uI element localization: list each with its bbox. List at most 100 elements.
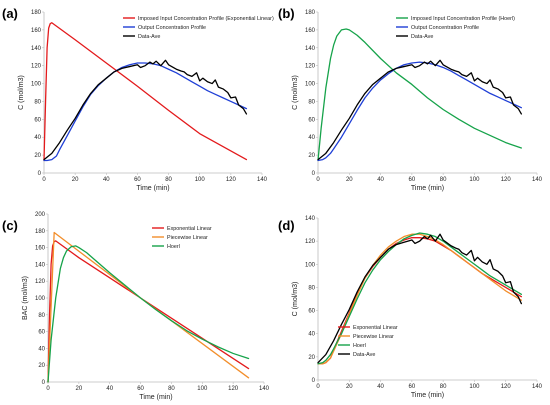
- x-tick-label: 80: [165, 177, 172, 183]
- x-tick-label: 40: [106, 386, 113, 392]
- legend-label: Piecewise Linear: [167, 235, 208, 241]
- y-tick-label: 0: [42, 380, 46, 386]
- y-tick-label: 80: [34, 99, 41, 105]
- series-line-data-ave: [317, 59, 523, 161]
- y-tick-label: 60: [308, 309, 315, 315]
- x-tick-label: 120: [501, 384, 512, 390]
- x-tick-label: 0: [46, 386, 50, 392]
- series-line-imposed-input-concentration-profile-exponential-linear: [43, 22, 248, 162]
- y-tick-label: 60: [38, 330, 45, 336]
- y-tick-label: 40: [308, 332, 315, 338]
- y-tick-label: 40: [38, 346, 45, 352]
- x-tick-label: 20: [346, 384, 353, 390]
- chart-panel-b: (b) 0 20 40 60 80 100 120 140 0 20 40 60 80 100 120 140 1…: [278, 6, 543, 192]
- y-tick-label: 200: [35, 212, 46, 218]
- legend-label: Exponential Linear: [353, 325, 398, 331]
- series-line-piecewise-linear: [47, 231, 250, 383]
- legend-label: Output Concentration Profile: [411, 25, 479, 31]
- x-axis-title: Time (min): [139, 394, 172, 401]
- y-tick-label: 180: [31, 10, 42, 16]
- legend-label: Piecewise Linear: [353, 334, 394, 340]
- x-tick-label: 100: [197, 386, 208, 392]
- x-axis-title: Time (min): [411, 392, 444, 399]
- y-tick-label: 140: [305, 46, 316, 52]
- y-tick-label: 180: [305, 10, 316, 16]
- x-tick-label: 100: [469, 177, 480, 183]
- legend-label: Imposed Input Concentration Profile (Hoe…: [411, 16, 515, 22]
- legend-label: Data-Ave: [138, 34, 160, 40]
- x-tick-label: 80: [168, 386, 175, 392]
- legend-label: Imposed Input Concentration Profile (Exp…: [138, 16, 274, 22]
- x-tick-label: 120: [226, 177, 237, 183]
- y-tick-label: 20: [308, 355, 315, 361]
- y-tick-label: 120: [305, 239, 316, 245]
- x-tick-label: 140: [257, 177, 268, 183]
- y-tick-label: 100: [35, 296, 46, 302]
- x-tick-label: 60: [409, 384, 416, 390]
- y-tick-label: 160: [35, 246, 46, 252]
- x-tick-label: 60: [134, 177, 141, 183]
- x-tick-label: 40: [377, 384, 384, 390]
- legend-label: Output Concentration Profile: [138, 25, 206, 31]
- x-axis-title: Time (min): [411, 185, 444, 192]
- x-tick-label: 140: [532, 384, 543, 390]
- y-tick-label: 100: [305, 82, 316, 88]
- x-axis-title: Time (min): [136, 185, 169, 192]
- y-tick-label: 80: [308, 285, 315, 291]
- x-tick-label: 60: [137, 386, 144, 392]
- y-tick-label: 140: [35, 262, 46, 268]
- chart-panel-c: (c) 0 20 40 60 80 100 120 140 0 20 40 60 80 100 120 140 1…: [2, 212, 270, 401]
- y-tick-label: 120: [35, 279, 46, 285]
- chart-panel-a: (a) 0 20 40 60 80 100 120 140 0 20 40 60 80 100 120 140 1…: [2, 6, 274, 192]
- y-axis-title: C (mol/m3): [292, 282, 299, 317]
- x-tick-label: 80: [440, 177, 447, 183]
- series-line-data-ave: [317, 233, 523, 364]
- y-tick-label: 60: [34, 117, 41, 123]
- series-line-output-concentration-profile: [317, 61, 523, 162]
- y-tick-label: 120: [31, 64, 42, 70]
- series-line-imposed-input-concentration-profile-hoerl: [317, 28, 523, 162]
- y-tick-label: 40: [34, 135, 41, 141]
- x-tick-label: 0: [316, 384, 320, 390]
- y-tick-label: 20: [34, 153, 41, 159]
- legend-label: Data-Ave: [353, 352, 375, 358]
- y-tick-label: 40: [308, 135, 315, 141]
- x-tick-label: 0: [316, 177, 320, 183]
- y-tick-label: 180: [35, 229, 46, 235]
- y-tick-label: 100: [31, 82, 42, 88]
- legend-label: Exponential Linear: [167, 226, 212, 232]
- y-tick-label: 0: [38, 171, 42, 177]
- x-tick-label: 80: [440, 384, 447, 390]
- y-axis-title: C (mol/m3): [18, 75, 25, 110]
- legend-label: Hoerl: [167, 244, 180, 250]
- y-axis-title: BAC (mol/m3): [22, 276, 29, 320]
- x-tick-label: 40: [377, 177, 384, 183]
- x-tick-label: 100: [195, 177, 206, 183]
- x-tick-label: 40: [103, 177, 110, 183]
- legend-label: Hoerl: [353, 343, 366, 349]
- x-tick-label: 140: [259, 386, 270, 392]
- x-tick-label: 0: [42, 177, 46, 183]
- x-tick-label: 60: [409, 177, 416, 183]
- y-tick-label: 140: [31, 46, 42, 52]
- series-line-hoerl: [47, 245, 250, 383]
- y-tick-label: 20: [38, 363, 45, 369]
- y-tick-label: 0: [312, 378, 316, 384]
- series-line-exponential-linear: [47, 240, 250, 383]
- chart-panel-d: (d) 0 20 40 60 80 100 120 140 0 20 40 60 80 100 120 140 T…: [278, 216, 543, 399]
- legend-label: Data-Ave: [411, 34, 433, 40]
- x-tick-label: 20: [346, 177, 353, 183]
- y-tick-label: 120: [305, 64, 316, 70]
- series-line-output-concentration-profile: [43, 62, 248, 162]
- panel-label: (d): [278, 218, 295, 233]
- x-tick-label: 20: [72, 177, 79, 183]
- y-tick-label: 80: [308, 99, 315, 105]
- panel-label: (b): [278, 6, 295, 21]
- x-tick-label: 20: [76, 386, 83, 392]
- y-tick-label: 160: [305, 28, 316, 34]
- y-tick-label: 0: [312, 171, 316, 177]
- y-tick-label: 100: [305, 262, 316, 268]
- y-axis-title: C (mol/m3): [292, 75, 299, 110]
- series-line-data-ave: [43, 59, 248, 161]
